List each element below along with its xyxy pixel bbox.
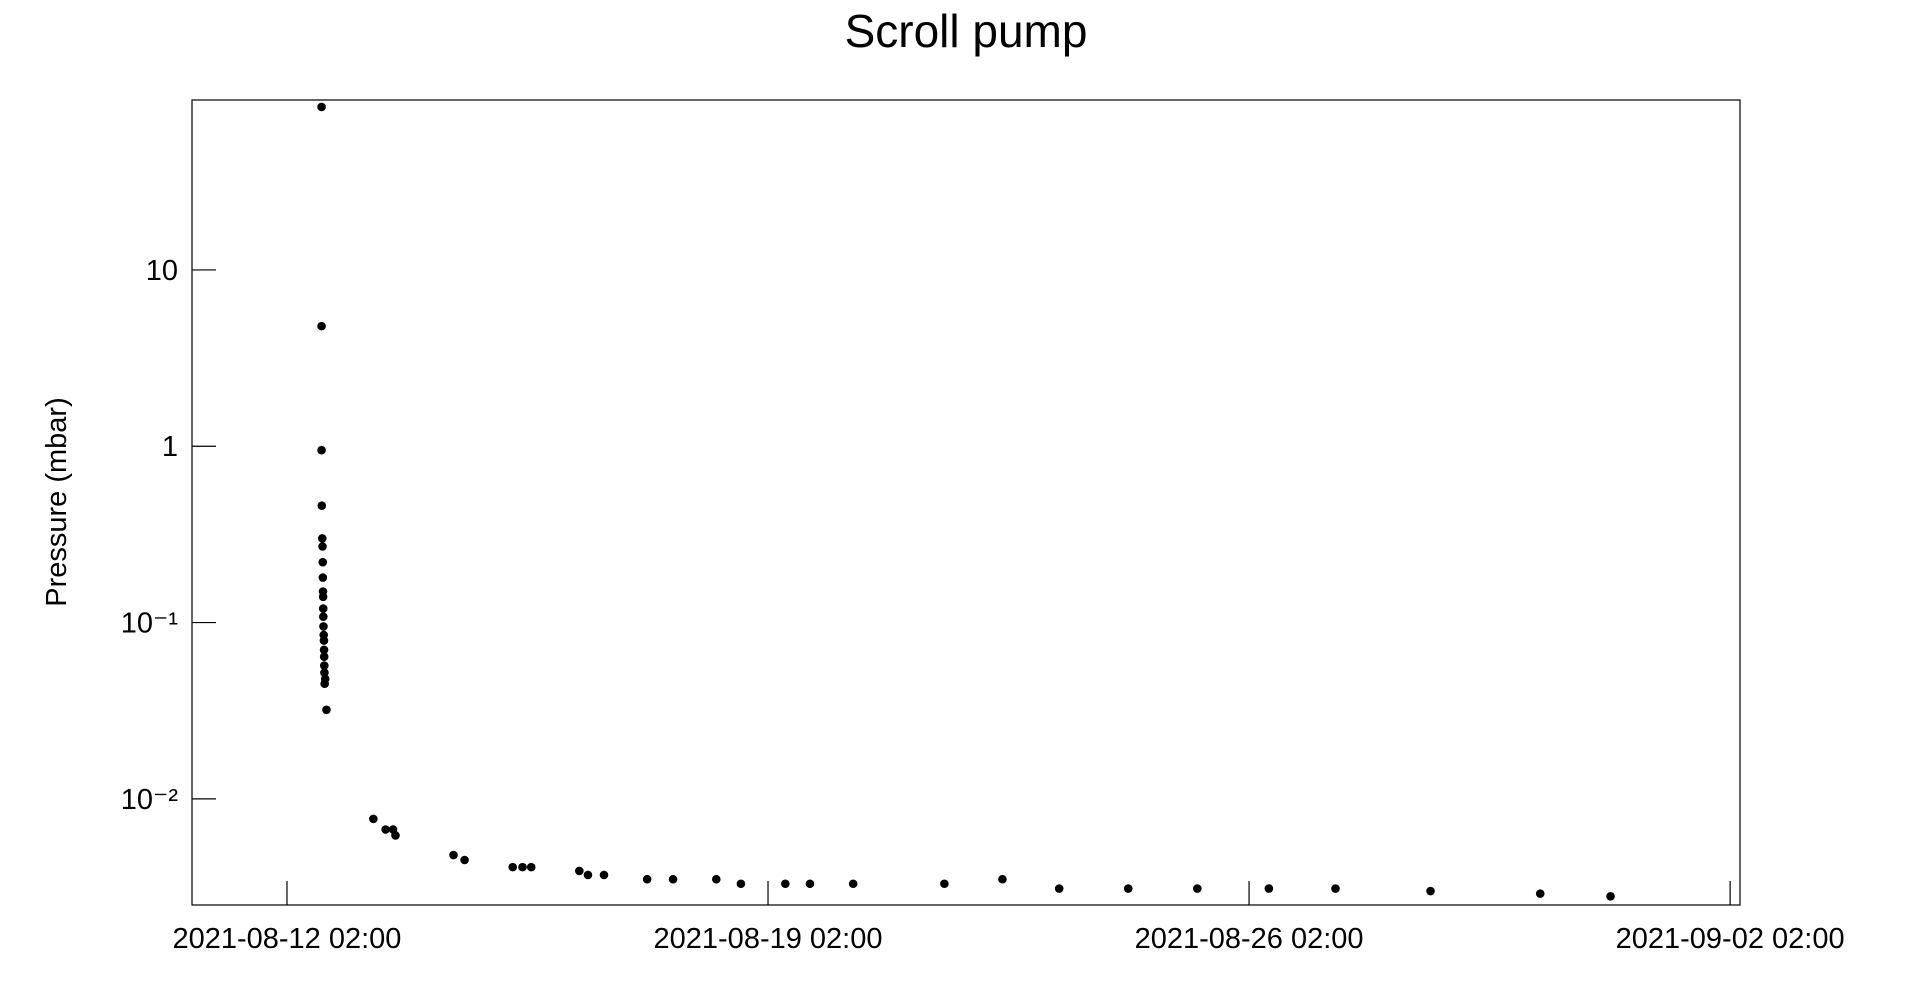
data-point (317, 445, 326, 455)
x-tick-label: 2021-08-12 02:00 (172, 923, 401, 955)
x-tick-label: 2021-08-19 02:00 (654, 923, 883, 955)
data-point (319, 652, 329, 662)
data-point (583, 870, 593, 880)
data-point (317, 102, 326, 112)
data-point (391, 831, 400, 840)
data-point (318, 592, 328, 602)
data-point (320, 679, 329, 688)
data-point (318, 557, 328, 567)
data-point (1426, 886, 1435, 896)
data-point (1054, 884, 1064, 893)
data-point (1535, 889, 1545, 898)
data-point (319, 645, 329, 655)
data-point (736, 879, 746, 889)
y-tick-label: 1 (162, 431, 178, 463)
chart-title: Scroll pump (845, 5, 1088, 57)
data-point (526, 862, 536, 872)
data-point (1264, 884, 1274, 893)
data-point (319, 612, 328, 621)
data-point (848, 879, 858, 889)
y-tick-label: 10⁻¹ (121, 608, 179, 640)
data-point (319, 622, 328, 631)
data-point (642, 874, 652, 884)
data-point (318, 573, 328, 582)
data-point (805, 879, 815, 889)
data-point (1193, 884, 1202, 893)
data-point (319, 636, 329, 645)
data-point (317, 501, 327, 510)
y-tick-label: 10 (146, 255, 178, 287)
x-tick-label: 2021-08-26 02:00 (1135, 923, 1364, 955)
data-point (318, 542, 327, 551)
data-point (668, 874, 678, 884)
data-point (998, 874, 1007, 884)
data-point (460, 855, 469, 865)
data-point (369, 814, 378, 824)
data-point (518, 862, 527, 872)
data-point (381, 825, 390, 834)
data-point (1331, 884, 1340, 893)
data-point (322, 705, 331, 715)
data-point (508, 862, 518, 872)
data-point (317, 534, 327, 543)
data-point (1123, 884, 1133, 893)
data-point (711, 874, 721, 884)
y-axis-label: Pressure (mbar) (41, 397, 73, 607)
data-point (940, 879, 949, 889)
data-point (1606, 892, 1615, 901)
data-point (781, 879, 790, 889)
y-tick-label: 10⁻² (121, 784, 179, 816)
data-point (318, 604, 328, 613)
x-tick-label: 2021-09-02 02:00 (1616, 923, 1845, 955)
data-point (317, 321, 326, 331)
data-point (575, 866, 584, 876)
data-point (449, 850, 458, 860)
data-point (319, 661, 329, 670)
plot-frame (191, 99, 1741, 906)
data-point (599, 870, 609, 880)
